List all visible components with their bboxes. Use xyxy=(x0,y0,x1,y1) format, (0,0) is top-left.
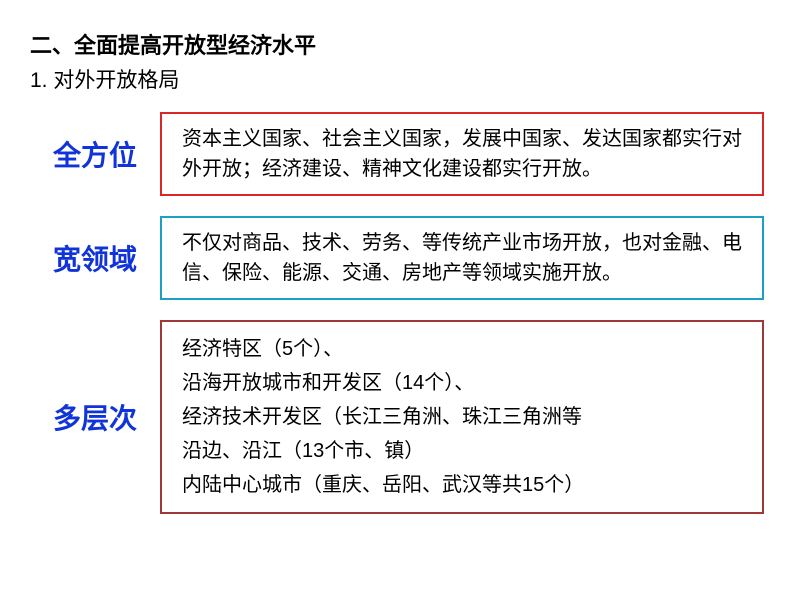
section-box-3: 经济特区（5个）、 沿海开放城市和开发区（14个）、 经济技术开发区（长江三角洲… xyxy=(160,320,764,514)
list-item: 内陆中心城市（重庆、岳阳、武汉等共15个） xyxy=(182,468,746,502)
list-item: 经济特区（5个）、 xyxy=(182,332,746,366)
subtitle: 1. 对外开放格局 xyxy=(30,64,764,94)
list-item: 沿边、沿江（13个市、镇） xyxy=(182,434,746,468)
section-label-2: 宽领域 xyxy=(30,238,160,278)
main-title: 二、全面提高开放型经济水平 xyxy=(30,28,764,60)
section-row-3: 多层次 经济特区（5个）、 沿海开放城市和开发区（14个）、 经济技术开发区（长… xyxy=(30,320,764,514)
section-box-2: 不仅对商品、技术、劳务、等传统产业市场开放，也对金融、电信、保险、能源、交通、房… xyxy=(160,216,764,300)
section-label-3: 多层次 xyxy=(30,397,160,437)
section-row-1: 全方位 资本主义国家、社会主义国家，发展中国家、发达国家都实行对外开放；经济建设… xyxy=(30,112,764,196)
section-row-2: 宽领域 不仅对商品、技术、劳务、等传统产业市场开放，也对金融、电信、保险、能源、… xyxy=(30,216,764,300)
section-label-1: 全方位 xyxy=(30,134,160,174)
list-item: 经济技术开发区（长江三角洲、珠江三角洲等 xyxy=(182,400,746,434)
section-box-1: 资本主义国家、社会主义国家，发展中国家、发达国家都实行对外开放；经济建设、精神文… xyxy=(160,112,764,196)
list-item: 沿海开放城市和开发区（14个）、 xyxy=(182,366,746,400)
